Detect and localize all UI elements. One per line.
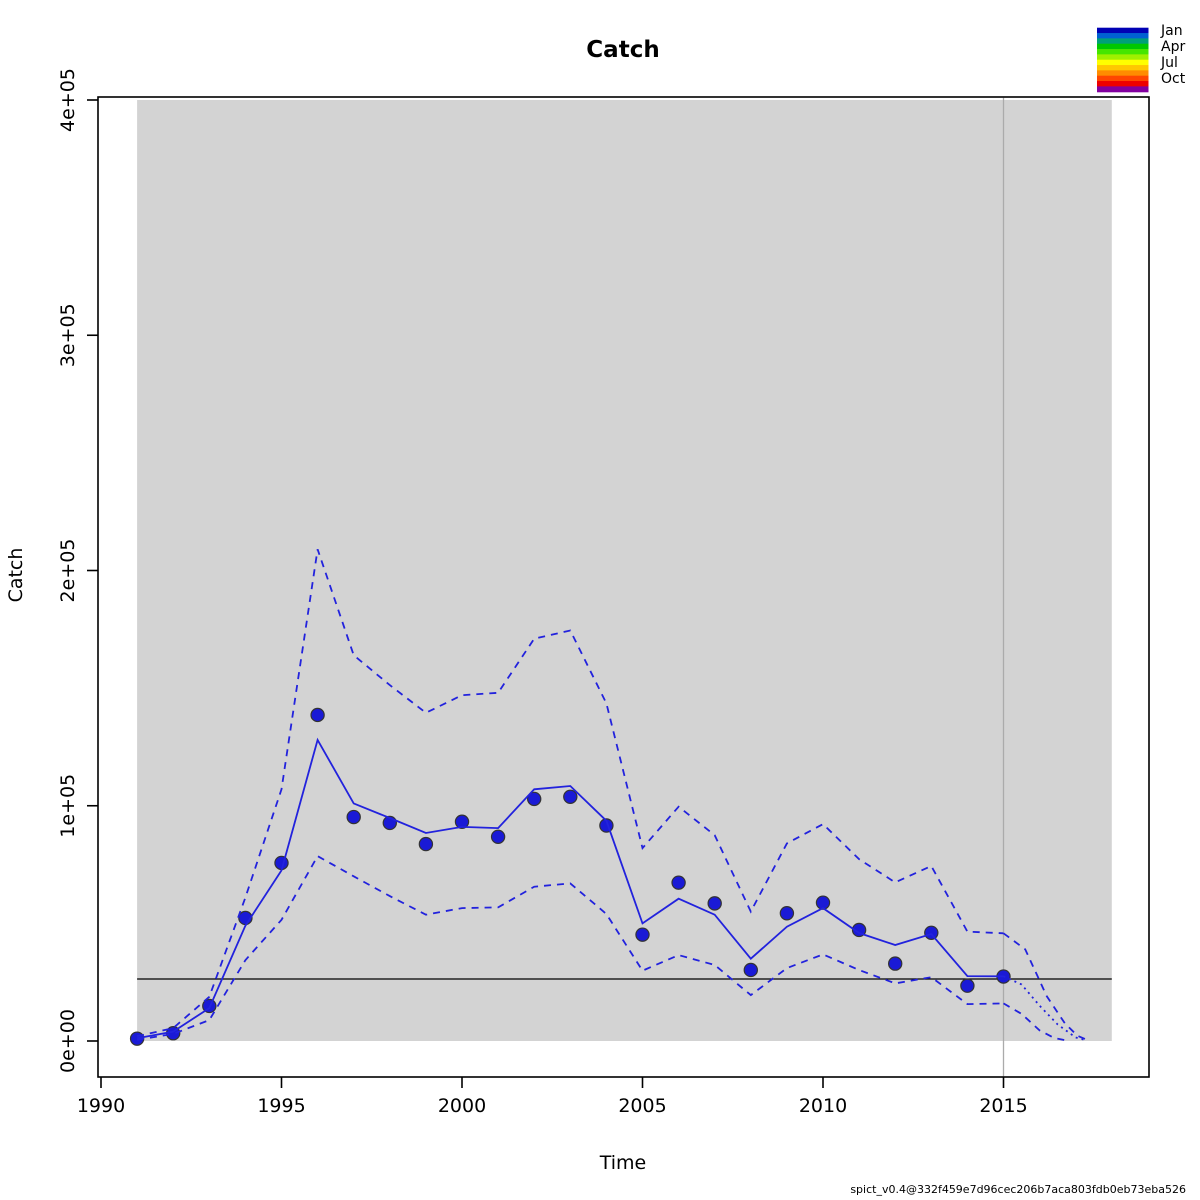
observed-point [454, 814, 470, 829]
legend-month-band [1097, 65, 1149, 71]
legend-month-band [1097, 49, 1149, 55]
y-tick-label: 1e+05 [57, 774, 79, 838]
prediction-ci-lower-line [1003, 1002, 1067, 1042]
series-layer [129, 549, 1089, 1046]
legend-label-oct: Oct [1161, 71, 1186, 87]
legend-month-band [1097, 70, 1149, 77]
legend-month-band [1097, 59, 1149, 66]
x-tick-label: 2005 [618, 1095, 666, 1117]
observed-point [563, 789, 578, 805]
observed-point [924, 925, 939, 940]
observed-point [743, 962, 759, 978]
prediction-median-line [1003, 975, 1087, 1042]
x-tick-label: 2010 [799, 1095, 847, 1117]
observed-point [779, 906, 795, 921]
legend-colorbar [1097, 27, 1149, 93]
legend-month-band [1097, 33, 1149, 39]
legend-month-band [1097, 75, 1149, 82]
observed-point [707, 896, 722, 911]
x-tick-label: 1995 [257, 1095, 305, 1117]
observed-point [310, 707, 325, 723]
observed-point [635, 927, 650, 942]
legend-month-band [1097, 54, 1149, 61]
observed-point [960, 978, 975, 993]
plot-border [97, 96, 1150, 1078]
observed-point [671, 875, 686, 890]
legend-label-jul: Jul [1160, 55, 1178, 71]
observed-point [888, 956, 903, 971]
x-axis-label: Time [599, 1152, 647, 1174]
x-tick-label: 2000 [438, 1095, 486, 1117]
legend-month-band [1097, 27, 1149, 34]
y-tick-label: 0e+00 [57, 1009, 79, 1073]
observed-point [346, 809, 361, 825]
y-axis-label: Catch [5, 548, 27, 603]
legend-label-apr: Apr [1161, 39, 1185, 55]
version-footer: spict_v0.4@332f459e7d96cec206b7aca803fdb… [850, 1183, 1186, 1196]
plot-title: Catch [586, 37, 659, 63]
x-tick-label: 1990 [77, 1095, 125, 1117]
ci-lower-line [136, 854, 1004, 1041]
x-tick-label: 2015 [979, 1095, 1027, 1117]
axes-layer: 1990 1995 2000 2005 2010 2015 0e+00 1e+05 2e+05 3… [57, 68, 1028, 1117]
legend-month-band [1097, 38, 1149, 45]
data-region-shade [137, 100, 1112, 1041]
data-region-layer [137, 97, 1112, 1077]
prediction-ci-upper-line [1002, 932, 1089, 1042]
observed-point [418, 836, 434, 852]
legend-label-jan: Jan [1160, 23, 1183, 39]
ci-upper-line [136, 549, 1004, 1038]
legend-month-band [1097, 81, 1149, 87]
legend-month-band [1097, 86, 1149, 93]
observed-point [527, 791, 542, 807]
y-tick-label: 4e+05 [57, 68, 79, 132]
legend-month-band [1097, 43, 1149, 50]
y-tick-label: 3e+05 [57, 303, 79, 367]
observed-point [815, 895, 831, 910]
estimated-catch-line [136, 737, 1004, 1040]
observed-point [490, 829, 506, 845]
y-tick-label: 2e+05 [57, 539, 79, 603]
